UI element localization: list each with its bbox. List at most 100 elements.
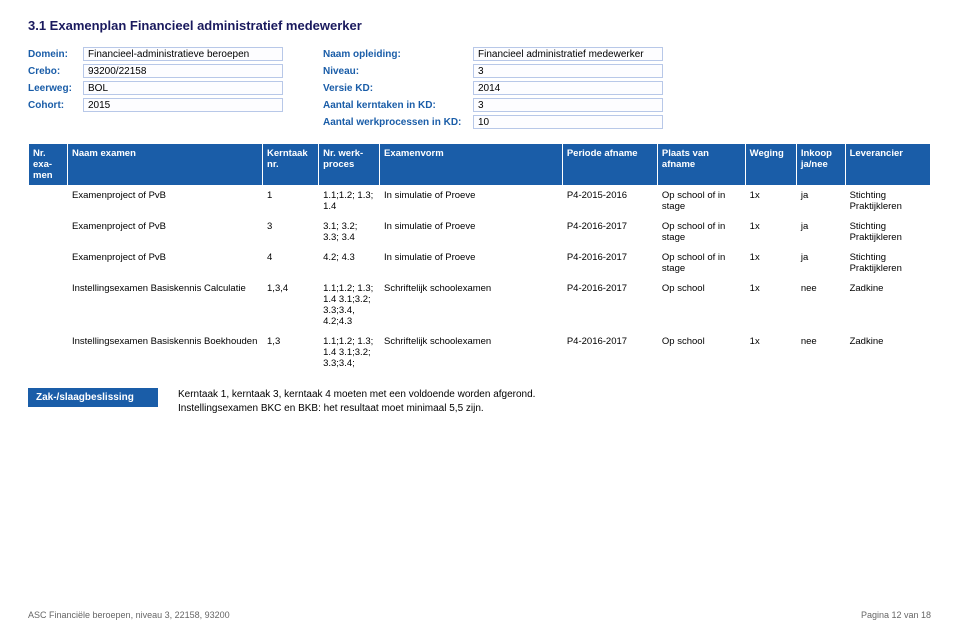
cell-inkoop: nee	[796, 332, 845, 374]
footer-line2: Instellingsexamen BKC en BKB: het result…	[178, 402, 535, 416]
table-header-row: Nr. exa-men Naam examen Kerntaak nr. Nr.…	[29, 144, 931, 186]
meta-versie: Versie KD: 2014	[323, 81, 663, 95]
cell-plaats: Op school of in stage	[657, 248, 745, 279]
meta-kerntaken-label: Aantal kerntaken in KD:	[323, 100, 473, 111]
table-row: Examenproject of PvB11.1;1.2; 1.3; 1.4In…	[29, 186, 931, 217]
cell-naam: Examenproject of PvB	[68, 248, 263, 279]
cell-weging: 1x	[745, 186, 796, 217]
cell-inkoop: nee	[796, 279, 845, 332]
th-plaats: Plaats van afname	[657, 144, 745, 186]
th-naam: Naam examen	[68, 144, 263, 186]
cell-weging: 1x	[745, 217, 796, 248]
meta-domein: Domein: Financieel-administratieve beroe…	[28, 47, 283, 61]
meta-crebo: Crebo: 93200/22158	[28, 64, 283, 78]
cell-vorm: Schriftelijk schoolexamen	[380, 279, 563, 332]
cell-plaats: Op school	[657, 279, 745, 332]
th-vorm: Examenvorm	[380, 144, 563, 186]
cell-inkoop: ja	[796, 248, 845, 279]
table-row: Instellingsexamen Basiskennis Calculatie…	[29, 279, 931, 332]
cell-naam: Instellingsexamen Basiskennis Boekhouden	[68, 332, 263, 374]
footer-block: Zak-/slaagbeslissing Kerntaak 1, kerntaa…	[28, 388, 931, 416]
cell-weging: 1x	[745, 332, 796, 374]
cell-nr	[29, 279, 68, 332]
cell-lever: Zadkine	[845, 279, 930, 332]
th-weging: Weging	[745, 144, 796, 186]
cell-weging: 1x	[745, 248, 796, 279]
meta-block: Domein: Financieel-administratieve beroe…	[28, 47, 931, 129]
meta-werkproc-value: 10	[473, 115, 663, 129]
page-title: 3.1 Examenplan Financieel administratief…	[28, 18, 931, 33]
th-inkoop: Inkoop ja/nee	[796, 144, 845, 186]
cell-nr	[29, 248, 68, 279]
meta-naam: Naam opleiding: Financieel administratie…	[323, 47, 663, 61]
cell-naam: Examenproject of PvB	[68, 217, 263, 248]
cell-naam: Instellingsexamen Basiskennis Calculatie	[68, 279, 263, 332]
footer-line1: Kerntaak 1, kerntaak 3, kerntaak 4 moete…	[178, 388, 535, 402]
cell-kt: 3	[263, 217, 319, 248]
meta-crebo-label: Crebo:	[28, 66, 83, 77]
meta-naam-label: Naam opleiding:	[323, 49, 473, 60]
cell-periode: P4-2016-2017	[562, 279, 657, 332]
cell-periode: P4-2016-2017	[562, 332, 657, 374]
meta-leerweg: Leerweg: BOL	[28, 81, 283, 95]
meta-leerweg-value: BOL	[83, 81, 283, 95]
meta-kerntaken-value: 3	[473, 98, 663, 112]
th-kerntaak: Kerntaak nr.	[263, 144, 319, 186]
cell-vorm: In simulatie of Proeve	[380, 248, 563, 279]
cell-kt: 1,3,4	[263, 279, 319, 332]
meta-versie-label: Versie KD:	[323, 83, 473, 94]
cell-plaats: Op school	[657, 332, 745, 374]
th-nr: Nr. exa-men	[29, 144, 68, 186]
cell-lever: Stichting Praktijkleren	[845, 186, 930, 217]
footer-text: Kerntaak 1, kerntaak 3, kerntaak 4 moete…	[178, 388, 535, 416]
table-row: Instellingsexamen Basiskennis Boekhouden…	[29, 332, 931, 374]
cell-weging: 1x	[745, 279, 796, 332]
cell-wp: 1.1;1.2; 1.3; 1.4 3.1;3.2; 3.3;3.4, 4.2;…	[319, 279, 380, 332]
meta-right-column: Naam opleiding: Financieel administratie…	[323, 47, 663, 129]
cell-wp: 3.1; 3.2; 3.3; 3.4	[319, 217, 380, 248]
page-footer: ASC Financiële beroepen, niveau 3, 22158…	[28, 610, 931, 620]
page-footer-right: Pagina 12 van 18	[861, 610, 931, 620]
meta-niveau-label: Niveau:	[323, 66, 473, 77]
meta-cohort: Cohort: 2015	[28, 98, 283, 112]
meta-left-column: Domein: Financieel-administratieve beroe…	[28, 47, 283, 129]
table-row: Examenproject of PvB44.2; 4.3In simulati…	[29, 248, 931, 279]
page-footer-left: ASC Financiële beroepen, niveau 3, 22158…	[28, 610, 230, 620]
cell-lever: Zadkine	[845, 332, 930, 374]
exam-table: Nr. exa-men Naam examen Kerntaak nr. Nr.…	[28, 143, 931, 374]
meta-domein-value: Financieel-administratieve beroepen	[83, 47, 283, 61]
cell-plaats: Op school of in stage	[657, 186, 745, 217]
cell-wp: 1.1;1.2; 1.3; 1.4	[319, 186, 380, 217]
cell-lever: Stichting Praktijkleren	[845, 217, 930, 248]
cell-kt: 1	[263, 186, 319, 217]
th-lever: Leverancier	[845, 144, 930, 186]
cell-inkoop: ja	[796, 217, 845, 248]
meta-werkproc-label: Aantal werkprocessen in KD:	[323, 117, 473, 128]
th-werkproces: Nr. werk-proces	[319, 144, 380, 186]
cell-vorm: In simulatie of Proeve	[380, 186, 563, 217]
cell-periode: P4-2016-2017	[562, 248, 657, 279]
meta-crebo-value: 93200/22158	[83, 64, 283, 78]
cell-inkoop: ja	[796, 186, 845, 217]
cell-naam: Examenproject of PvB	[68, 186, 263, 217]
meta-werkproc: Aantal werkprocessen in KD: 10	[323, 115, 663, 129]
cell-wp: 4.2; 4.3	[319, 248, 380, 279]
cell-kt: 1,3	[263, 332, 319, 374]
meta-leerweg-label: Leerweg:	[28, 83, 83, 94]
cell-periode: P4-2016-2017	[562, 217, 657, 248]
meta-cohort-label: Cohort:	[28, 100, 83, 111]
cell-nr	[29, 217, 68, 248]
cell-kt: 4	[263, 248, 319, 279]
cell-nr	[29, 186, 68, 217]
meta-kerntaken: Aantal kerntaken in KD: 3	[323, 98, 663, 112]
th-periode: Periode afname	[562, 144, 657, 186]
footer-label: Zak-/slaagbeslissing	[28, 388, 158, 407]
cell-nr	[29, 332, 68, 374]
meta-niveau-value: 3	[473, 64, 663, 78]
cell-vorm: Schriftelijk schoolexamen	[380, 332, 563, 374]
meta-versie-value: 2014	[473, 81, 663, 95]
cell-periode: P4-2015-2016	[562, 186, 657, 217]
cell-vorm: In simulatie of Proeve	[380, 217, 563, 248]
meta-domein-label: Domein:	[28, 49, 83, 60]
meta-naam-value: Financieel administratief medewerker	[473, 47, 663, 61]
